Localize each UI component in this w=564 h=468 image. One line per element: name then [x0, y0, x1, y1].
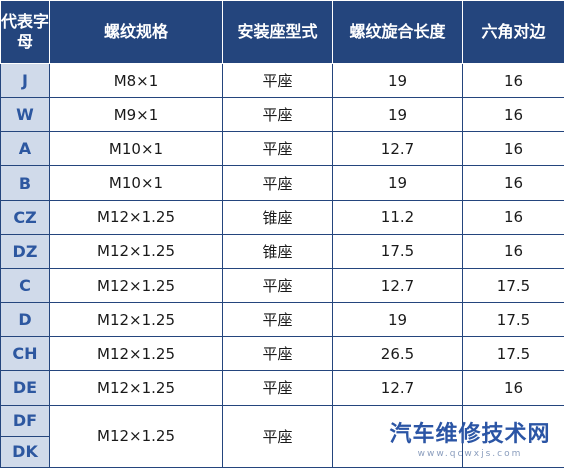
seat-cell: 平座 [222, 97, 333, 133]
hex-cell: 16 [462, 165, 564, 201]
length-cell: 19 [332, 165, 463, 201]
code-cell: A [0, 131, 50, 167]
hex-cell: 17.5 [462, 302, 564, 338]
seat-cell: 平座 [222, 131, 333, 167]
length-cell: 12.7 [332, 267, 463, 304]
length-cell: 12.7 [332, 131, 463, 167]
seat-cell: 平座 [222, 62, 333, 99]
table-row: CH M12×1.25 平座 26.5 17.5 [0, 336, 564, 372]
seat-cell: 平座 [222, 302, 333, 338]
table-row: DE M12×1.25 平座 12.7 16 [0, 370, 564, 406]
seat-cell: 平座 [222, 370, 333, 406]
code-cell: C [0, 267, 50, 304]
table-row: DF M12×1.25 平座 [0, 404, 564, 468]
thread-cell: M12×1.25 [49, 370, 223, 406]
header-thread: 螺纹规格 [49, 0, 223, 64]
thread-cell: M12×1.25 [49, 267, 223, 304]
seat-cell: 平座 [222, 267, 333, 304]
thread-cell: M12×1.25 [49, 404, 223, 468]
code-cell: CZ [0, 199, 50, 235]
seat-cell: 锥座 [222, 199, 333, 235]
watermark-title: 汽车维修技术网 [389, 422, 551, 447]
table-row: CZ M12×1.25 锥座 11.2 16 [0, 199, 564, 235]
code-cell: J [0, 62, 50, 99]
thread-cell: M8×1 [49, 62, 223, 99]
code-cell: W [0, 97, 50, 133]
table-row: B M10×1 平座 19 16 [0, 165, 564, 201]
code-cell: DF [0, 404, 50, 437]
code-cell: DE [0, 370, 50, 406]
hex-cell: 17.5 [462, 267, 564, 304]
hex-cell: 16 [462, 131, 564, 167]
code-cell: DK [0, 435, 50, 468]
code-cell: D [0, 302, 50, 338]
hex-cell [462, 404, 564, 468]
length-cell: 12.7 [332, 370, 463, 406]
thread-cell: M9×1 [49, 97, 223, 133]
seat-cell: 平座 [222, 165, 333, 201]
header-code: 代表字母 [0, 0, 50, 64]
thread-cell: M10×1 [49, 165, 223, 201]
header-thread-length: 螺纹旋合长度 [332, 0, 463, 64]
seat-cell: 锥座 [222, 233, 333, 269]
thread-cell: M12×1.25 [49, 302, 223, 338]
table-row: W M9×1 平座 19 16 [0, 97, 564, 133]
seat-cell: 平座 [222, 404, 333, 468]
hex-cell: 16 [462, 233, 564, 269]
hex-cell: 17.5 [462, 336, 564, 372]
code-cell: CH [0, 336, 50, 372]
header-hex-size: 六角对边 [462, 0, 564, 64]
length-cell: 19 [332, 97, 463, 133]
length-cell: 19 [332, 62, 463, 99]
table-row: A M10×1 平座 12.7 16 [0, 131, 564, 167]
thread-cell: M10×1 [49, 131, 223, 167]
table-row: D M12×1.25 平座 19 17.5 [0, 302, 564, 338]
length-cell: 26.5 [332, 336, 463, 372]
code-cell: B [0, 165, 50, 201]
length-cell: 17.5 [332, 233, 463, 269]
header-seat-type: 安装座型式 [222, 0, 333, 64]
watermark: 汽车维修技术网 www.qcwxjs.com [382, 422, 558, 460]
length-cell [332, 404, 463, 468]
length-cell: 11.2 [332, 199, 463, 235]
thread-cell: M12×1.25 [49, 336, 223, 372]
hex-cell: 16 [462, 199, 564, 235]
table-row: DK [0, 435, 564, 468]
table-row: C M12×1.25 平座 12.7 17.5 [0, 267, 564, 304]
hex-cell: 16 [462, 370, 564, 406]
seat-cell: 平座 [222, 336, 333, 372]
hex-cell: 16 [462, 62, 564, 99]
header-row: 代表字母 螺纹规格 安装座型式 螺纹旋合长度 六角对边 [0, 0, 564, 64]
thread-cell: M12×1.25 [49, 199, 223, 235]
code-cell: DZ [0, 233, 50, 269]
thread-cell: M12×1.25 [49, 233, 223, 269]
watermark-url: www.qcwxjs.com [417, 449, 523, 459]
table-row: J M8×1 平座 19 16 [0, 62, 564, 99]
hex-cell: 16 [462, 97, 564, 133]
length-cell: 19 [332, 302, 463, 338]
table-row: DZ M12×1.25 锥座 17.5 16 [0, 233, 564, 269]
